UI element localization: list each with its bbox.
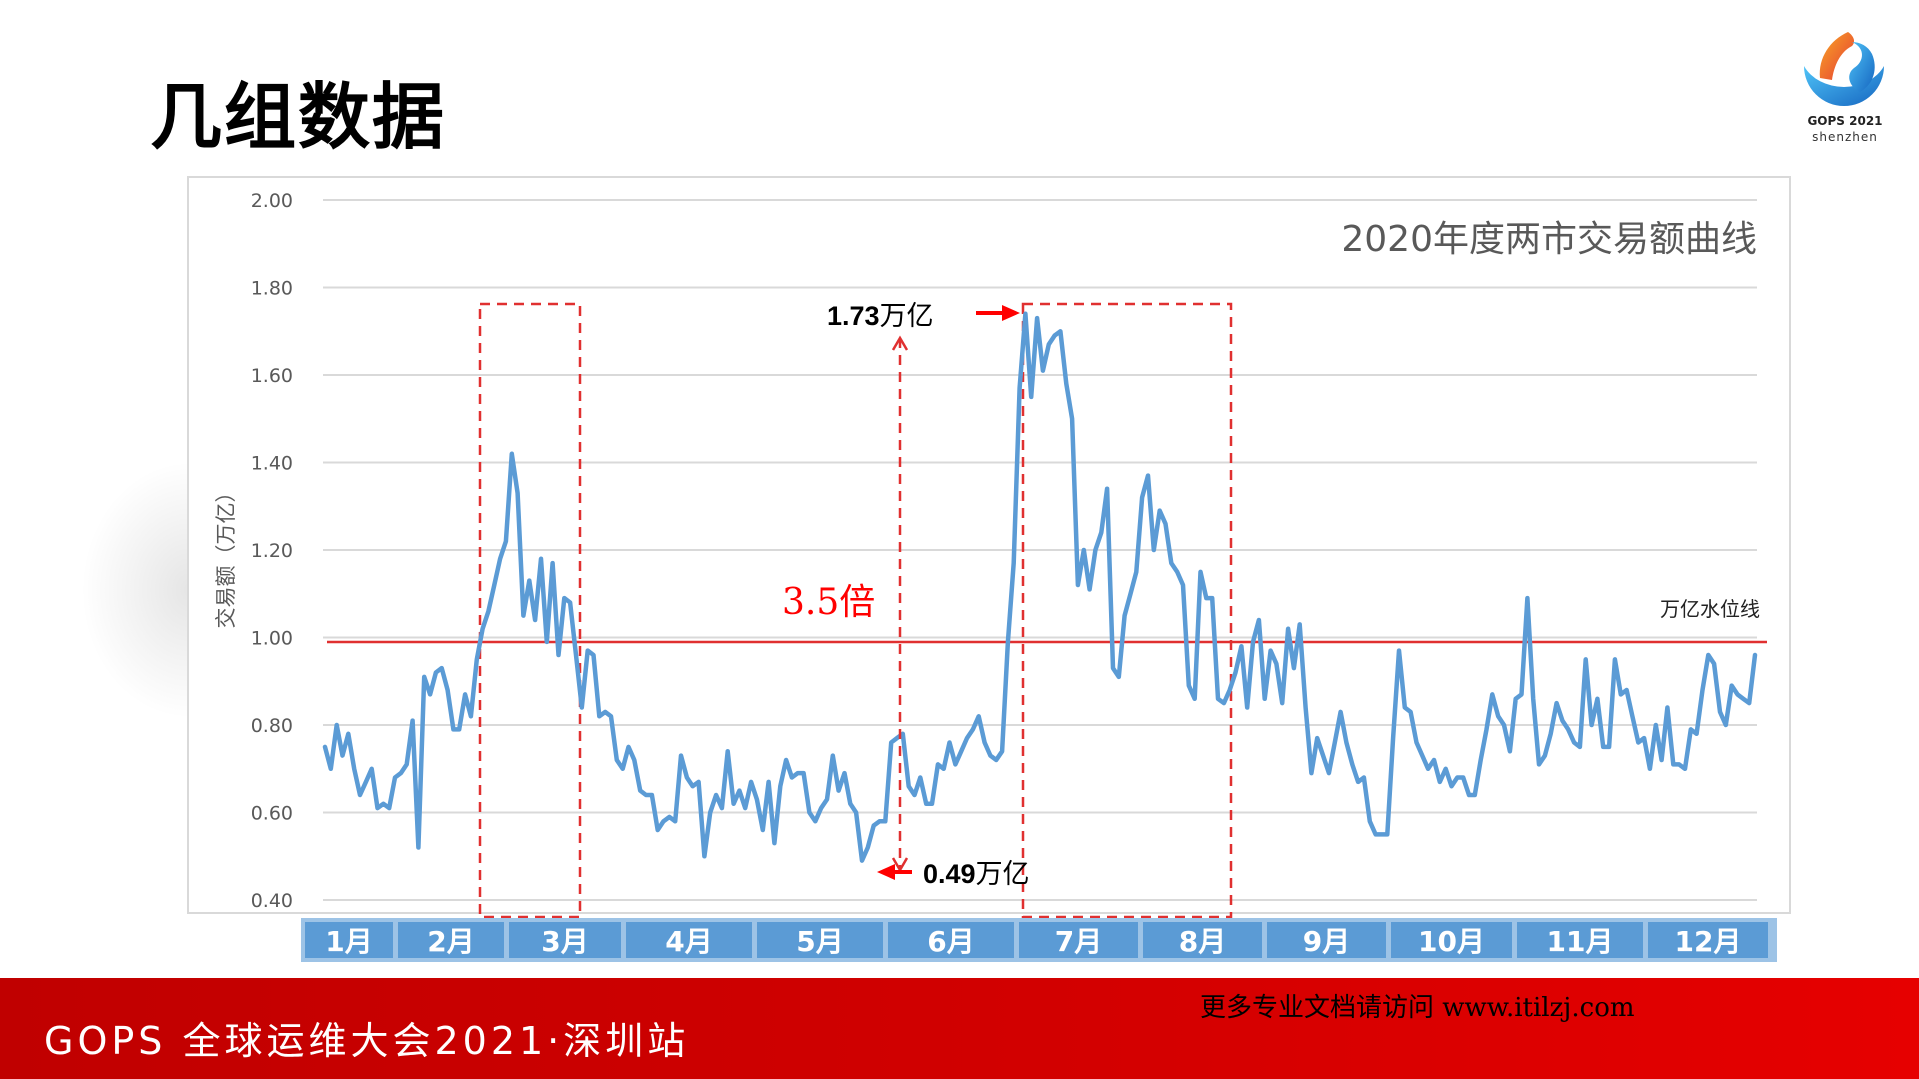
chart-title: 2020年度两市交易额曲线 [1341, 219, 1757, 260]
month-label: 1月 [305, 922, 393, 958]
month-label: 7月 [1019, 922, 1138, 958]
y-tick-label: 0.40 [251, 890, 293, 912]
y-tick-label: 1.40 [251, 453, 293, 475]
waterline-label: 万亿水位线 [1660, 597, 1760, 621]
logo-subtitle: shenzhen [1812, 130, 1878, 144]
min-arrow-left-icon [877, 864, 895, 880]
month-label: 5月 [757, 922, 883, 958]
month-label: 6月 [888, 922, 1014, 958]
page-title: 几组数据 [150, 75, 447, 159]
gops-logo: GOPS 2021 shenzhen [1790, 18, 1900, 158]
month-label: 8月 [1143, 922, 1262, 958]
range-arrow-up-icon [891, 335, 909, 351]
y-tick-label: 1.20 [251, 540, 293, 562]
range-arrow-down-icon [891, 857, 909, 873]
y-axis-label: 交易额（万亿） [214, 482, 238, 629]
ratio-label: 3.5倍 [782, 582, 875, 623]
y-tick-label: 0.60 [251, 803, 293, 825]
series-line [322, 311, 1758, 863]
month-label: 10月 [1391, 922, 1512, 958]
y-tick-label: 1.00 [251, 628, 293, 650]
month-label: 3月 [509, 922, 621, 958]
footer-website-link[interactable]: 更多专业文档请访问 www.itilzj.com [1200, 993, 1635, 1023]
month-label: 2月 [398, 922, 504, 958]
y-tick-label: 0.80 [251, 715, 293, 737]
y-axis-ticks: 2.00 1.80 1.60 1.40 1.20 1.00 0.80 0.60 0.40 [251, 190, 293, 912]
y-tick-label: 1.60 [251, 365, 293, 387]
y-tick-label: 1.80 [251, 278, 293, 300]
month-label: 11月 [1517, 922, 1643, 958]
month-label: 9月 [1267, 922, 1386, 958]
month-label: 4月 [626, 922, 752, 958]
gops-emblem-icon [1804, 32, 1884, 106]
max-label: 1.73万亿 [827, 301, 934, 332]
y-tick-label: 2.00 [251, 190, 293, 212]
footer-banner: GOPS 全球运维大会2021·深圳站 更多专业文档请访问 www.itilzj… [0, 978, 1919, 1079]
decorative-shadow [80, 460, 190, 720]
month-axis-bar: 1月 2月 3月 4月 5月 6月 7月 8月 9月 10月 11月 12月 [301, 918, 1777, 962]
month-label: 12月 [1648, 922, 1768, 958]
max-arrow-right-icon [1002, 305, 1020, 321]
highlight-box-jul-aug [1021, 302, 1233, 919]
min-label: 0.49万亿 [923, 859, 1030, 890]
logo-title: GOPS 2021 [1807, 114, 1883, 128]
footer-event-name: GOPS 全球运维大会2021·深圳站 [44, 1019, 690, 1063]
chart-frame [187, 176, 1791, 914]
